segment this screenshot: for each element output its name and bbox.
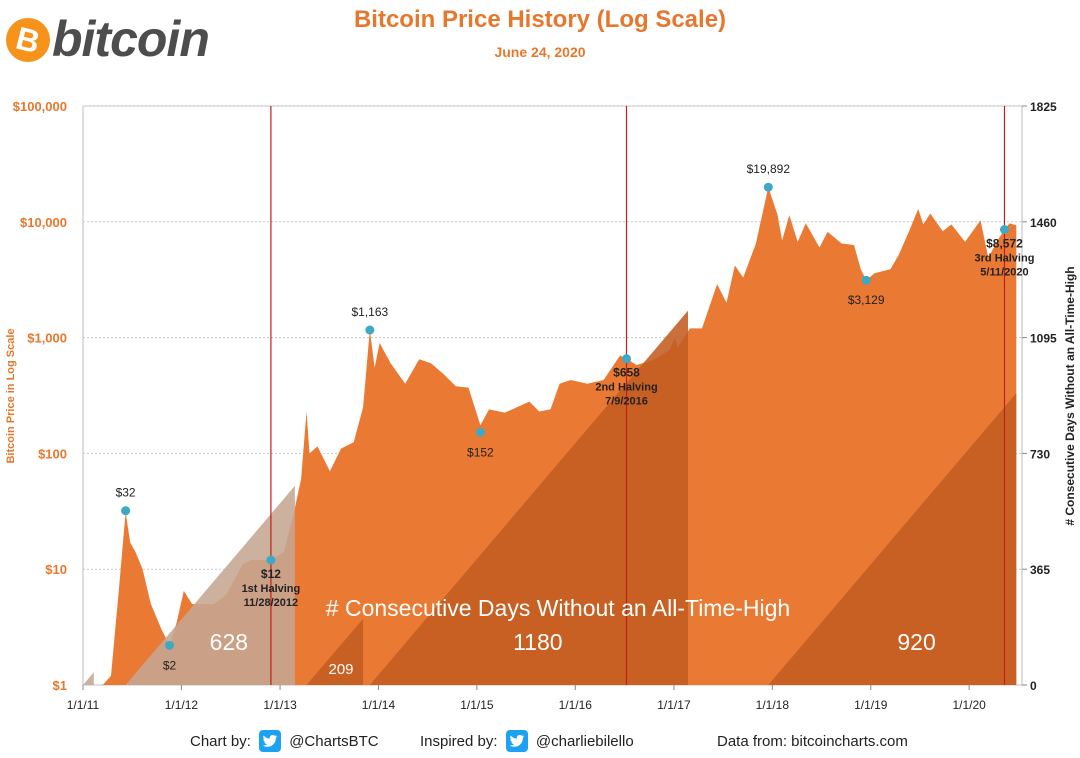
price-marker: [999, 225, 1009, 235]
days-without-ath-area: [369, 310, 688, 685]
price-marker: [365, 325, 375, 335]
y-left-tick-label: $1: [53, 678, 67, 693]
days-without-ath-area: [768, 393, 1017, 685]
price-point-label: $12: [261, 567, 281, 581]
twitter-bird-icon: [259, 730, 282, 753]
inspired-credit: Inspired by: @charliebilello: [420, 730, 634, 754]
halving-date-label: 7/9/2016: [605, 396, 648, 408]
price-point-label: $658: [613, 366, 640, 380]
price-marker: [622, 354, 632, 364]
x-tick-label: 1/1/16: [559, 698, 593, 712]
y-left-title-group: Bitcoin Price in Log Scale: [5, 328, 17, 463]
chart-credit: Chart by: @ChartsBTC: [190, 730, 379, 754]
price-point-label: $32: [116, 486, 136, 500]
price-point-label: $8,572: [986, 237, 1023, 251]
bitcoin-wordmark: bitcoin: [52, 11, 210, 67]
y-left-axis-title: Bitcoin Price in Log Scale: [5, 328, 17, 463]
y-right-axis-title: # Consecutive Days Without an All-Time-H…: [1063, 266, 1077, 525]
x-tick-label: 1/1/11: [67, 698, 100, 712]
price-point-label: $19,892: [747, 162, 791, 176]
twitter-bird-icon: [505, 730, 528, 753]
chart-by-handle[interactable]: @ChartsBTC: [289, 733, 379, 750]
y-left-tick-label: $1,000: [27, 331, 67, 346]
y-right-tick-label: 1825: [1030, 100, 1057, 114]
data-source: Data from: bitcoincharts.com: [717, 733, 908, 750]
overlay-title: # Consecutive Days Without an All-Time-H…: [326, 595, 790, 621]
chart-footer: Chart by: @ChartsBTC Inspired by: @charl…: [0, 730, 1080, 754]
y-left-tick-label: $10,000: [20, 215, 67, 230]
price-point-label: $3,129: [848, 293, 885, 307]
halving-date-label: 5/11/2020: [980, 267, 1028, 279]
period-days-label: 1180: [513, 629, 562, 655]
price-marker: [121, 506, 131, 516]
inspired-by-handle[interactable]: @charliebilello: [535, 733, 634, 750]
y-right-tick-label: 730: [1030, 447, 1050, 461]
x-tick-label: 1/1/17: [657, 698, 691, 712]
chart-title: Bitcoin Price History (Log Scale): [353, 6, 727, 33]
x-tick-label: 1/1/12: [165, 698, 199, 712]
y-left-tick-label: $100,000: [13, 99, 67, 114]
chart-by-label: Chart by:: [190, 733, 251, 750]
days-without-ath-area: [125, 485, 295, 685]
bitcoin-logo: B bitcoin: [6, 10, 210, 68]
bitcoin-price-chart: $1 $10 $100 $1,000 $10,000 $100,000 0 365 730 109…: [5, 99, 1077, 712]
chart-date: June 24, 2020: [494, 44, 586, 60]
x-tick-label: 1/1/20: [952, 698, 986, 712]
price-marker: [763, 182, 773, 192]
x-tick-label: 1/1/13: [263, 698, 297, 712]
x-tick-label: 1/1/18: [756, 698, 790, 712]
price-marker: [475, 427, 485, 437]
halving-label: 1st Halving: [242, 583, 301, 595]
y-right-tick-label: 365: [1030, 563, 1050, 577]
price-point-label: $2: [163, 658, 177, 672]
y-left-tick-label: $10: [45, 562, 67, 577]
price-marker: [861, 275, 871, 285]
x-tick-label: 1/1/19: [854, 698, 888, 712]
y-right-tick-label: 1460: [1030, 216, 1057, 230]
inspired-by-label: Inspired by:: [420, 733, 498, 750]
halving-label: 3rd Halving: [975, 253, 1035, 265]
y-right-title-group: # Consecutive Days Without an All-Time-H…: [1063, 266, 1077, 525]
y-right-tick-label: 1095: [1030, 332, 1057, 346]
days-without-ath-area: [306, 618, 364, 685]
price-marker: [266, 555, 276, 565]
price-marker: [165, 640, 175, 650]
price-point-label: $152: [467, 445, 494, 459]
period-days-label: 628: [210, 629, 248, 655]
x-tick-label: 1/1/14: [362, 698, 396, 712]
period-days-label: 920: [897, 629, 935, 655]
x-tick-label: 1/1/15: [460, 698, 494, 712]
period-days-label: 209: [328, 661, 353, 678]
y-left-tick-label: $100: [38, 446, 67, 461]
y-right-tick-label: 0: [1030, 679, 1037, 693]
price-area: [83, 187, 1017, 685]
halving-label: 2nd Halving: [595, 382, 657, 394]
halving-date-label: 11/28/2012: [244, 597, 298, 609]
bitcoin-coin-icon: [6, 18, 50, 62]
days-without-ath-area: [83, 672, 94, 685]
price-point-label: $1,163: [351, 305, 388, 319]
